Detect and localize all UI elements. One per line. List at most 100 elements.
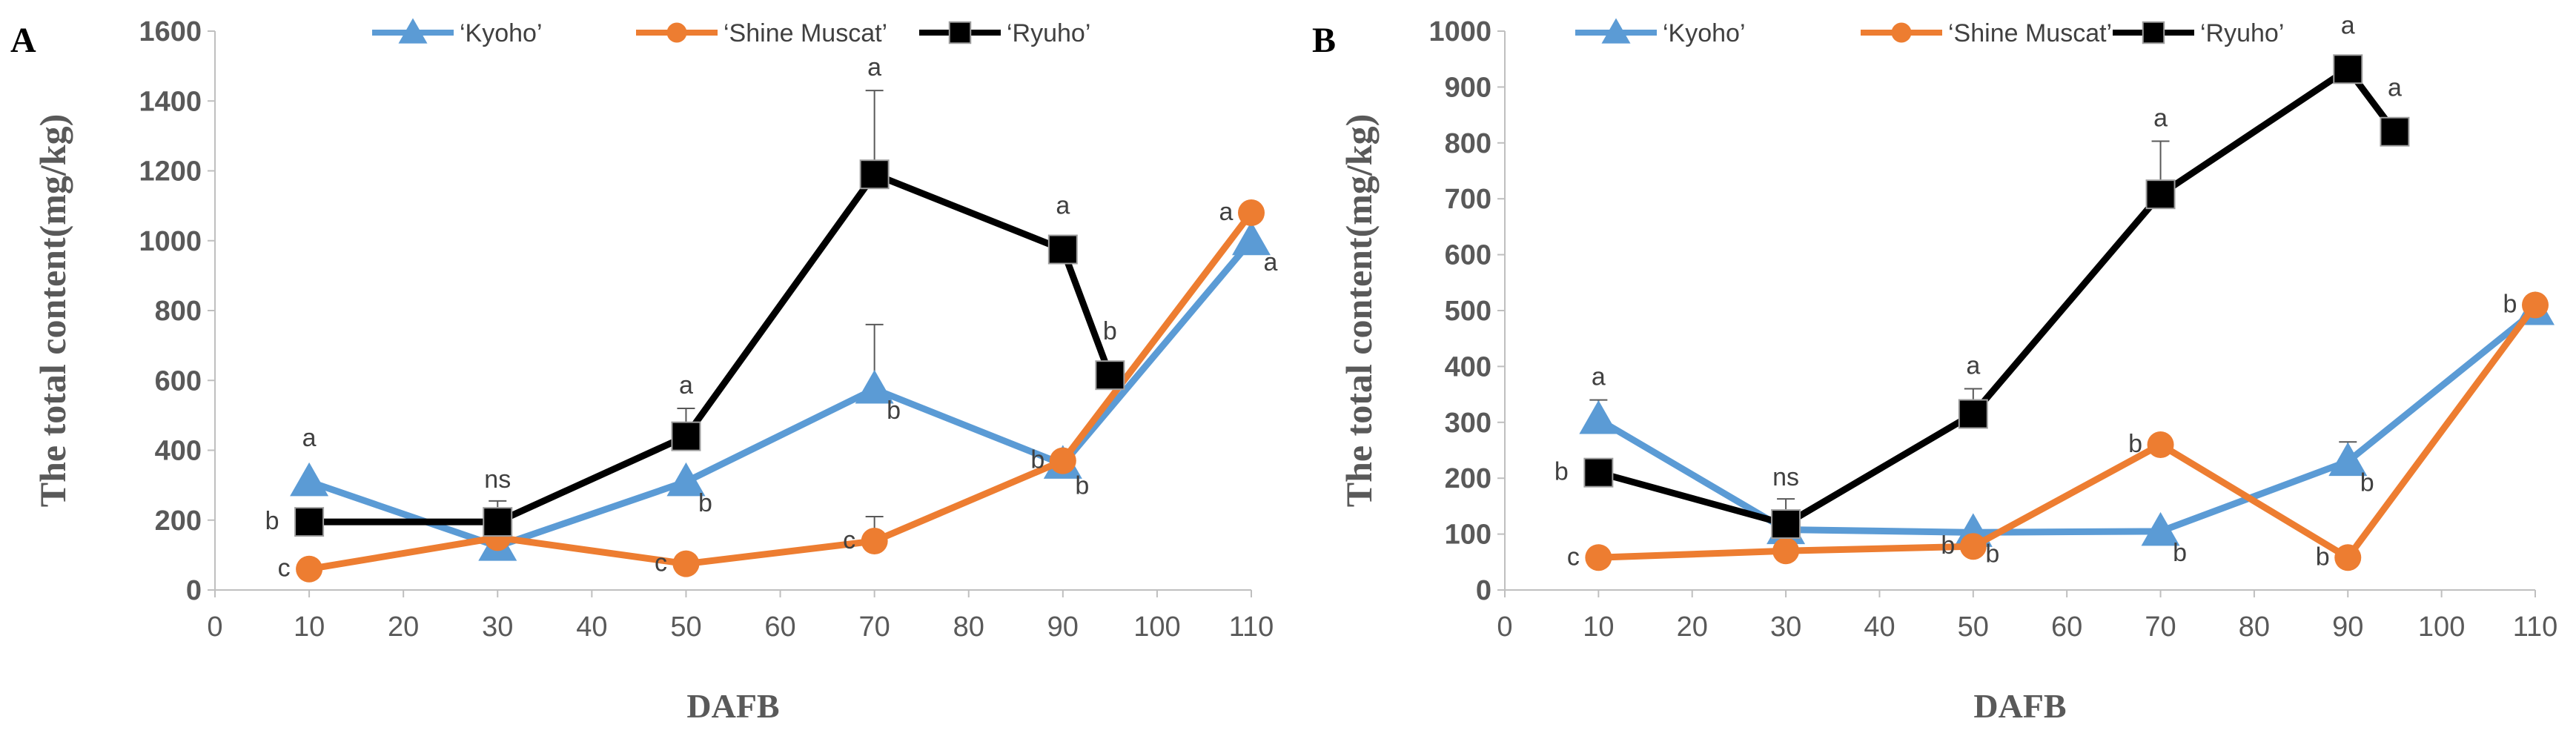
significance-label: b — [2360, 469, 2374, 497]
significance-label: ns — [1772, 463, 1799, 491]
legend-entry-0: ‘Kyoho’ — [372, 18, 543, 47]
significance-label: b — [265, 507, 279, 535]
data-point-circle — [1049, 447, 1076, 474]
x-tick-label: 10 — [294, 611, 325, 643]
data-point-square — [1958, 399, 1988, 429]
y-tick-label: 1000 — [1428, 16, 1491, 47]
x-tick-label: 50 — [670, 611, 701, 643]
significance-label: b — [1985, 540, 1999, 568]
data-point-square — [1095, 360, 1125, 391]
y-tick-label: 400 — [155, 436, 202, 467]
x-tick-label: 0 — [207, 611, 222, 643]
data-point-square — [294, 507, 325, 537]
x-axis-label: DAFB — [686, 687, 779, 725]
x-tick-label: 40 — [576, 611, 607, 643]
x-tick-label: 100 — [1133, 611, 1180, 643]
significance-label: c — [843, 526, 855, 554]
y-tick-label: 500 — [1445, 296, 1491, 327]
data-point-circle — [672, 550, 700, 577]
legend-entry-1: ‘Shine Muscat’ — [1861, 19, 2112, 47]
series-1 — [1585, 291, 2549, 571]
legend-label: ‘Ryuho’ — [1007, 19, 1090, 47]
data-point-square — [1771, 509, 1801, 540]
y-tick-label: 900 — [1445, 72, 1491, 103]
legend-marker-triangle — [1601, 18, 1631, 44]
data-point-circle — [2334, 544, 2362, 571]
panel-label: B — [1312, 21, 1336, 60]
y-tick-label: 1400 — [139, 86, 202, 117]
significance-label: a — [302, 424, 317, 452]
data-point-circle — [1238, 199, 1265, 227]
legend-marker-circle — [1891, 22, 1912, 43]
x-tick-label: 50 — [1958, 611, 1989, 643]
significance-label: b — [1103, 317, 1117, 345]
data-point-circle — [2522, 291, 2549, 319]
x-tick-label: 110 — [2513, 611, 2558, 643]
panel-label: A — [10, 21, 36, 60]
chart-panel-0: A 0 200 400 600 800 1000 1200 1400 1600 0 10 20 30 40 5… — [10, 16, 1278, 725]
legend-marker-square — [2142, 21, 2165, 44]
x-tick-label: 20 — [1677, 611, 1708, 643]
significance-label: c — [1567, 543, 1580, 571]
x-axis-label: DAFB — [1973, 687, 2066, 725]
legend-entry-1: ‘Shine Muscat’ — [636, 19, 887, 47]
significance-label: b — [698, 489, 712, 517]
significance-label: b — [1554, 458, 1569, 486]
data-point-square — [859, 159, 890, 190]
data-point-triangle — [666, 462, 706, 497]
significance-label: b — [2316, 543, 2330, 571]
y-tick-label: 0 — [186, 575, 202, 606]
significance-label: a — [2388, 74, 2402, 102]
significance-label: a — [867, 53, 881, 82]
legend-marker-square — [948, 21, 972, 44]
legend-label: ‘Ryuho’ — [2200, 19, 2284, 47]
y-tick-label: 200 — [1445, 463, 1491, 494]
significance-label: a — [679, 371, 693, 400]
data-point-circle — [1772, 537, 1800, 565]
series-2 — [294, 90, 1125, 537]
x-tick-label: 0 — [1497, 611, 1512, 643]
legend-label: ‘Kyoho’ — [460, 19, 543, 47]
x-tick-label: 20 — [388, 611, 419, 643]
x-tick-label: 80 — [953, 611, 984, 643]
y-tick-label: 800 — [155, 296, 202, 327]
significance-label: b — [1075, 471, 1089, 500]
series-line — [308, 238, 1254, 550]
legend-entry-0: ‘Kyoho’ — [1575, 18, 1746, 47]
data-point-triangle — [290, 462, 329, 497]
legend-label: ‘Kyoho’ — [1663, 19, 1746, 47]
y-tick-label: 1000 — [139, 226, 202, 257]
y-tick-label: 600 — [155, 365, 202, 397]
legend-label: ‘Shine Muscat’ — [1948, 19, 2112, 47]
significance-label: a — [1966, 352, 1980, 380]
legend-entry-2: ‘Ryuho’ — [919, 19, 1090, 47]
significance-label: c — [655, 549, 667, 577]
y-tick-label: 600 — [1445, 240, 1491, 271]
data-point-circle — [296, 555, 323, 583]
series-line — [309, 170, 1113, 526]
significance-label: b — [2503, 290, 2517, 318]
significance-label: ns — [484, 465, 511, 494]
y-tick-label: 800 — [1445, 128, 1491, 159]
legend-label: ‘Shine Muscat’ — [724, 19, 887, 47]
x-tick-label: 30 — [482, 611, 513, 643]
x-tick-label: 70 — [858, 611, 890, 643]
y-tick-label: 1600 — [139, 16, 202, 47]
data-point-square — [1583, 457, 1614, 488]
data-point-triangle — [1579, 400, 1618, 434]
data-point-triangle — [2328, 442, 2368, 477]
y-tick-label: 100 — [1445, 520, 1491, 551]
x-tick-label: 100 — [2418, 611, 2465, 643]
x-tick-label: 70 — [2145, 611, 2176, 643]
data-point-square — [1047, 234, 1078, 265]
data-point-circle — [1585, 544, 1612, 571]
y-axis-label: The total content(mg/kg) — [32, 114, 73, 508]
y-axis-label: The total content(mg/kg) — [1338, 114, 1380, 508]
significance-label: a — [2153, 105, 2168, 133]
significance-label: a — [1219, 198, 1234, 226]
y-tick-label: 200 — [155, 505, 202, 537]
data-point-circle — [1959, 533, 1987, 560]
significance-label: a — [1264, 248, 1278, 276]
series-line — [1597, 65, 2398, 528]
